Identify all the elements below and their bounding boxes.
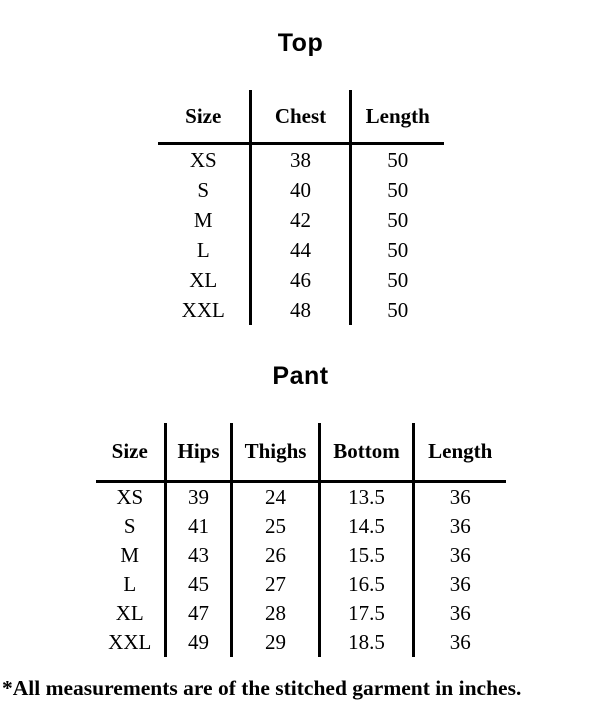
chest-cell: 44 bbox=[249, 235, 351, 265]
table-row: XL 46 50 bbox=[158, 265, 444, 295]
table-row: M 43 26 15.5 36 bbox=[96, 541, 506, 570]
length-cell: 50 bbox=[349, 295, 444, 325]
size-cell: M bbox=[193, 207, 213, 232]
hips-cell: 47 bbox=[164, 599, 232, 628]
hips-cell: 45 bbox=[164, 570, 232, 599]
size-cell: XXL bbox=[108, 630, 152, 654]
pant-header-length: Length bbox=[412, 423, 506, 483]
length-cell: 50 bbox=[349, 265, 444, 295]
top-header-size: Size bbox=[157, 90, 251, 145]
length-cell: 50 bbox=[349, 175, 444, 205]
bottom-cell: 13.5 bbox=[318, 481, 414, 512]
pant-header-thighs: Thighs bbox=[230, 423, 320, 483]
size-cell: L bbox=[123, 572, 137, 596]
bottom-cell: 14.5 bbox=[318, 512, 414, 541]
length-cell: 50 bbox=[349, 235, 444, 265]
table-row: S 41 25 14.5 36 bbox=[96, 512, 506, 541]
length-cell: 36 bbox=[412, 481, 506, 512]
thighs-cell: 29 bbox=[230, 628, 320, 657]
length-cell: 50 bbox=[349, 143, 444, 175]
measurement-footnote: *All measurements are of the stitched ga… bbox=[2, 676, 522, 700]
thighs-cell: 25 bbox=[230, 512, 320, 541]
hips-cell: 41 bbox=[164, 512, 232, 541]
hips-cell: 39 bbox=[164, 481, 232, 512]
top-header-chest: Chest bbox=[249, 90, 351, 145]
chest-cell: 48 bbox=[249, 295, 351, 325]
thighs-cell: 26 bbox=[230, 541, 320, 570]
table-row: L 44 50 bbox=[158, 235, 444, 265]
length-cell: 36 bbox=[412, 628, 506, 657]
thighs-cell: 24 bbox=[230, 481, 320, 512]
chest-cell: 42 bbox=[249, 205, 351, 235]
top-header-length: Length bbox=[349, 90, 444, 145]
table-row: XXL 49 29 18.5 36 bbox=[96, 628, 506, 657]
length-cell: 50 bbox=[349, 205, 444, 235]
table-row: XS 39 24 13.5 36 bbox=[96, 481, 506, 512]
length-cell: 36 bbox=[412, 570, 506, 599]
top-chart-title: Top bbox=[277, 29, 324, 57]
table-row: XL 47 28 17.5 36 bbox=[96, 599, 506, 628]
bottom-cell: 18.5 bbox=[318, 628, 414, 657]
size-cell: XS bbox=[116, 485, 144, 509]
thighs-cell: 28 bbox=[230, 599, 320, 628]
chest-cell: 40 bbox=[249, 175, 351, 205]
bottom-cell: 15.5 bbox=[318, 541, 414, 570]
hips-cell: 43 bbox=[164, 541, 232, 570]
table-row: XS 38 50 bbox=[158, 143, 444, 175]
pant-header-hips: Hips bbox=[164, 423, 232, 483]
table-row: S 40 50 bbox=[158, 175, 444, 205]
bottom-cell: 16.5 bbox=[318, 570, 414, 599]
size-cell: XL bbox=[115, 601, 144, 625]
hips-cell: 49 bbox=[164, 628, 232, 657]
chest-cell: 38 bbox=[249, 143, 351, 175]
size-cell: M bbox=[120, 543, 140, 567]
size-cell: S bbox=[123, 514, 136, 538]
pant-size-table: Size Hips Thighs Bottom Length XS 39 24 … bbox=[95, 423, 506, 657]
pant-header-size: Size bbox=[95, 423, 166, 483]
chest-cell: 46 bbox=[249, 265, 351, 295]
length-cell: 36 bbox=[412, 599, 506, 628]
pant-chart-title: Pant bbox=[272, 362, 329, 390]
table-row: XXL 48 50 bbox=[158, 295, 444, 325]
table-row: M 42 50 bbox=[158, 205, 444, 235]
size-cell: S bbox=[197, 177, 210, 202]
size-cell: XS bbox=[189, 147, 217, 172]
length-cell: 36 bbox=[412, 541, 506, 570]
table-row: L 45 27 16.5 36 bbox=[96, 570, 506, 599]
length-cell: 36 bbox=[412, 512, 506, 541]
top-table-header-row: Size Chest Length bbox=[157, 90, 444, 145]
top-size-table: Size Chest Length XS 38 50 S 40 50 M 42 … bbox=[157, 90, 444, 325]
size-cell: XXL bbox=[181, 297, 225, 322]
bottom-cell: 17.5 bbox=[318, 599, 414, 628]
thighs-cell: 27 bbox=[230, 570, 320, 599]
pant-header-bottom: Bottom bbox=[318, 423, 414, 483]
pant-table-header-row: Size Hips Thighs Bottom Length bbox=[95, 423, 506, 483]
size-cell: L bbox=[196, 237, 210, 262]
size-cell: XL bbox=[189, 267, 218, 292]
